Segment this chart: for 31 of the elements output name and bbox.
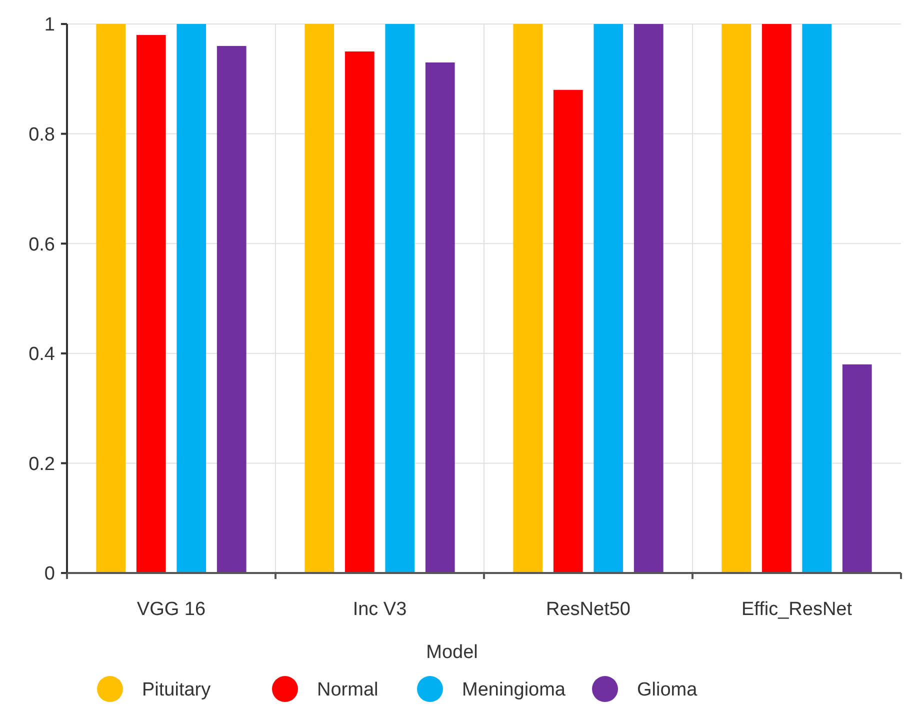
x-tick-label: Inc V3 xyxy=(352,599,407,620)
y-tick-label: 0.8 xyxy=(28,124,55,146)
legend-label: Normal xyxy=(317,680,378,701)
bar xyxy=(634,24,664,573)
legend-label: Glioma xyxy=(637,680,698,701)
legend-label: Pituitary xyxy=(142,680,212,701)
x-tick-label: VGG 16 xyxy=(136,599,206,620)
x-tick-label: Effic_ResNet xyxy=(741,599,853,620)
bar xyxy=(385,24,415,573)
x-tick-label: ResNet50 xyxy=(546,599,630,620)
bar xyxy=(136,34,166,573)
bar xyxy=(304,24,334,573)
bar xyxy=(594,24,624,573)
bar xyxy=(176,24,206,573)
bar xyxy=(425,62,455,573)
bar xyxy=(762,24,792,573)
legend-label: Meningioma xyxy=(462,680,566,701)
bar xyxy=(513,24,543,573)
y-tick-label: 0.4 xyxy=(28,344,56,366)
y-tick-label: 0.2 xyxy=(28,454,55,475)
bar xyxy=(722,24,752,573)
bar xyxy=(553,90,583,573)
bar xyxy=(344,51,374,573)
bar xyxy=(96,24,126,573)
bar xyxy=(216,46,246,573)
y-tick-label: 1 xyxy=(44,14,55,36)
bar xyxy=(802,24,832,573)
bar xyxy=(842,364,872,573)
y-tick-label: 0 xyxy=(44,564,55,585)
y-tick-label: 0.6 xyxy=(28,234,55,256)
x-axis-title: Model xyxy=(426,642,478,663)
